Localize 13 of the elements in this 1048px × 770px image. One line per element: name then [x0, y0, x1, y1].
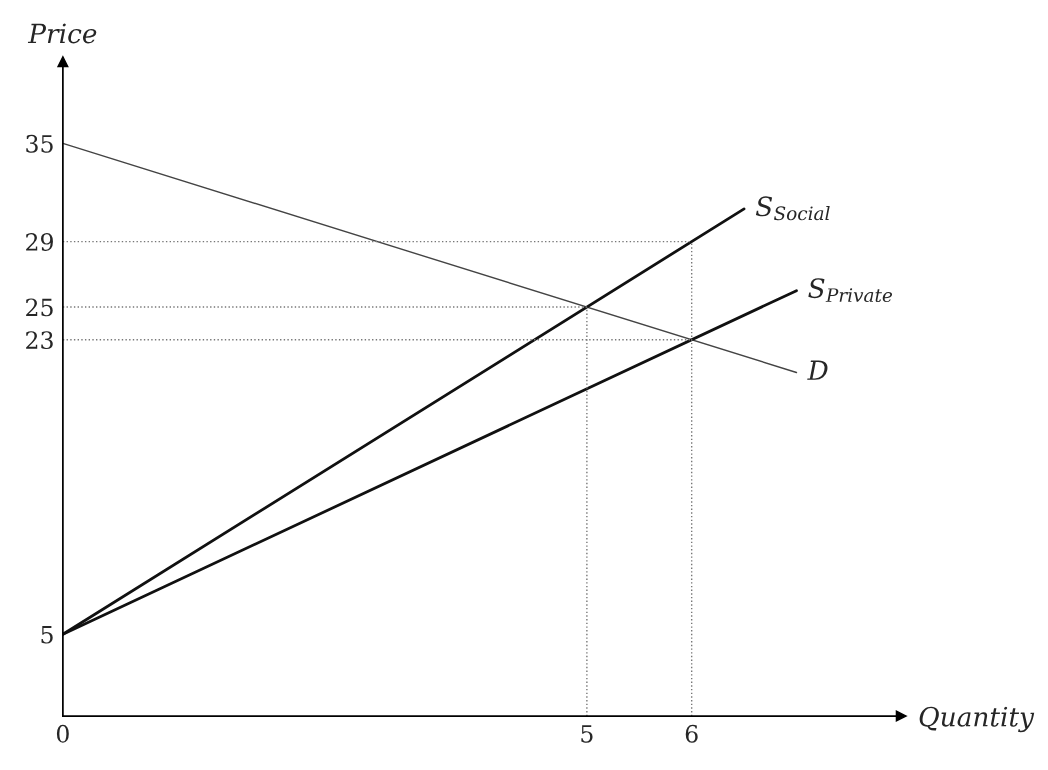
- y-tick-label: 25: [26, 298, 53, 317]
- x-axis-title: Quantity: [919, 706, 1035, 733]
- series-label: S$_{Private}$: [808, 278, 893, 303]
- series-label: D: [807, 360, 828, 380]
- y-tick-label: 23: [26, 331, 53, 350]
- y-tick-label: 29: [26, 233, 53, 251]
- series-label: S$_{Social}$: [755, 196, 830, 221]
- y-axis-title: Price: [27, 23, 97, 44]
- x-tick-label: 6: [685, 724, 698, 743]
- y-tick-label: 5: [41, 626, 53, 644]
- y-tick-label: 35: [26, 134, 53, 153]
- x-tick-label: 0: [56, 724, 69, 743]
- x-tick-label: 5: [581, 725, 593, 743]
